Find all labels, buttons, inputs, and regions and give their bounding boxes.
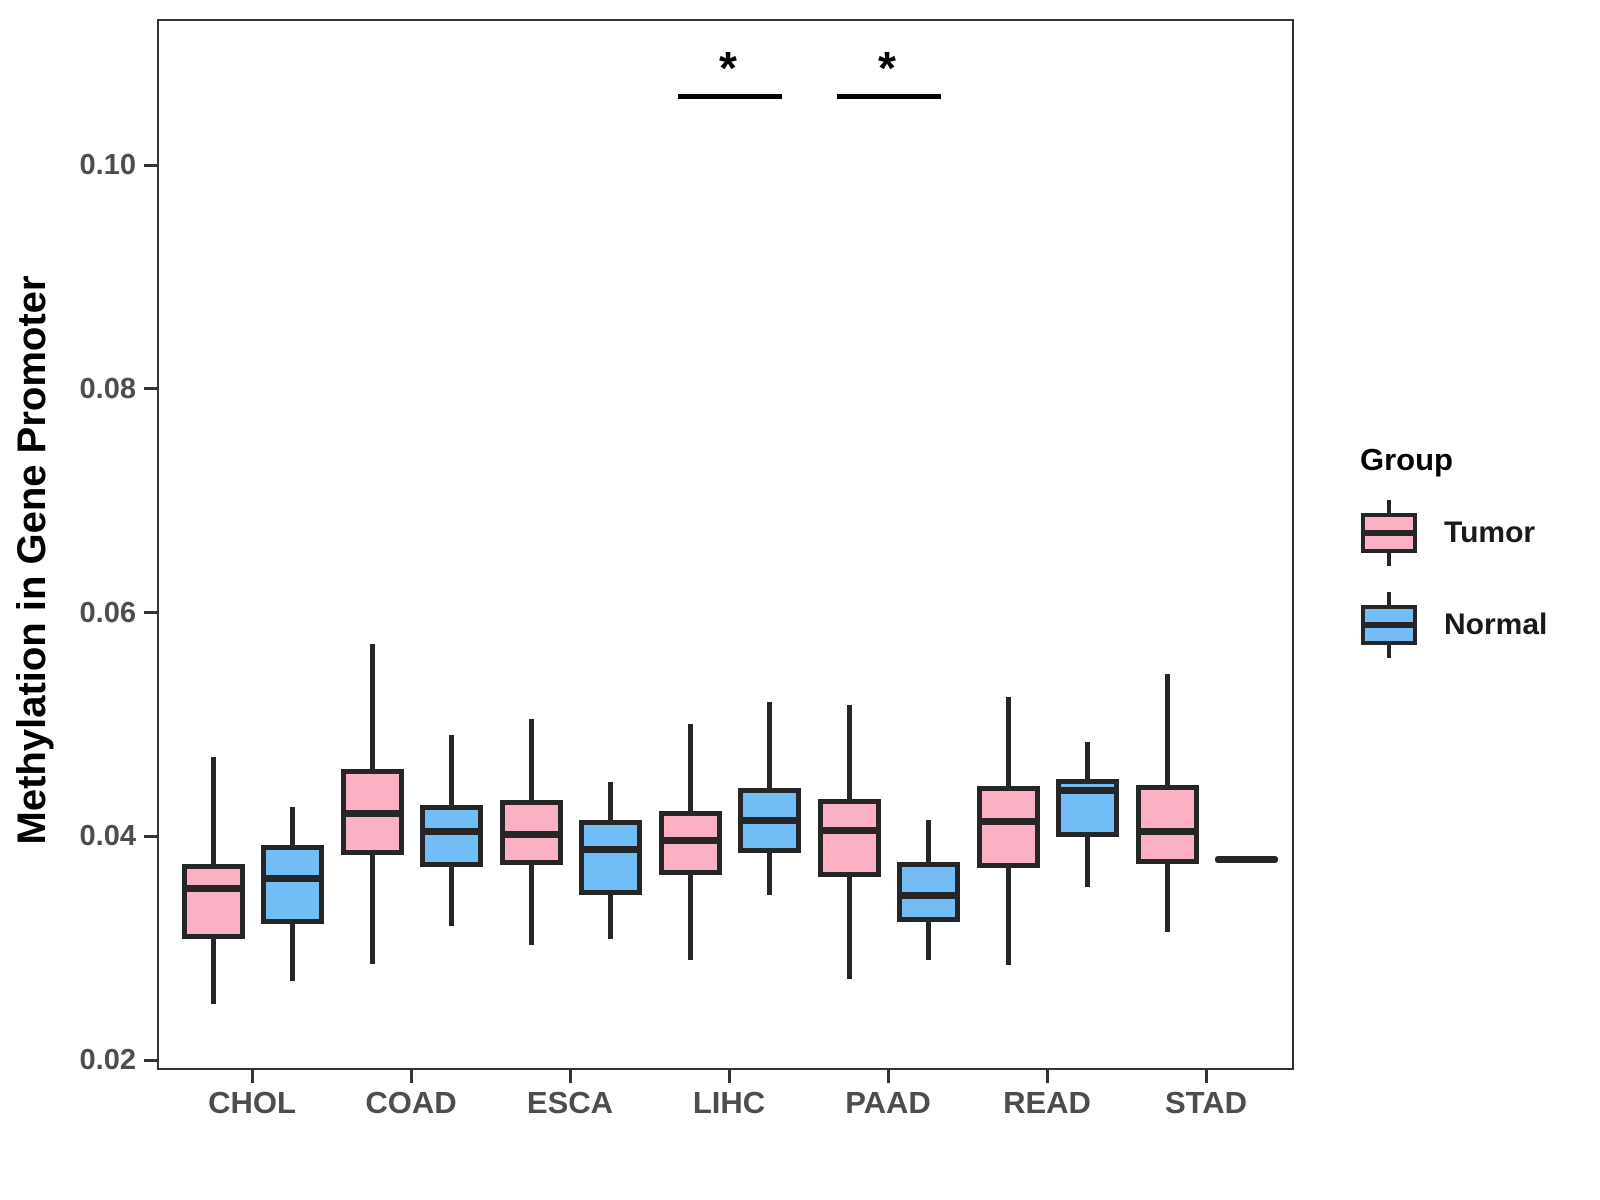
lower-whisker-LIHC-normal — [767, 852, 772, 896]
upper-whisker-CHOL-tumor — [211, 756, 216, 864]
x-tick-mark-READ — [1045, 1070, 1049, 1083]
median-CHOL-tumor — [182, 885, 245, 893]
upper-whisker-ESCA-normal — [608, 782, 613, 821]
legend-key-boxplot-icon-normal — [1360, 592, 1418, 658]
legend-label-tumor: Tumor — [1444, 516, 1536, 549]
legend-key-median — [1361, 622, 1417, 628]
lower-whisker-ESCA-normal — [608, 895, 613, 939]
median-ESCA-normal — [579, 845, 642, 853]
x-tick-label-PAAD: PAAD — [845, 1085, 931, 1120]
lower-whisker-COAD-normal — [449, 867, 454, 926]
y-tick-label-0.02: 0.02 — [79, 1044, 136, 1076]
upper-whisker-COAD-tumor — [370, 643, 375, 769]
upper-whisker-COAD-normal — [449, 735, 454, 805]
x-tick-mark-CHOL — [250, 1070, 254, 1083]
significance-star-PAAD: * — [878, 42, 896, 94]
legend-title: Group — [1360, 442, 1453, 477]
legend-label-normal: Normal — [1444, 608, 1548, 641]
y-tick-mark-0.02 — [144, 1058, 157, 1062]
median-COAD-tumor — [341, 810, 404, 818]
lower-whisker-READ-tumor — [1006, 868, 1011, 965]
significance-star-LIHC: * — [719, 42, 737, 94]
significance-bracket-PAAD — [837, 94, 941, 99]
lower-whisker-ESCA-tumor — [529, 865, 534, 945]
median-READ-tumor — [977, 817, 1040, 825]
y-tick-label-0.04: 0.04 — [79, 820, 136, 853]
legend: Group Tumor Normal — [1330, 442, 1590, 684]
significance-bracket-LIHC — [678, 94, 782, 99]
y-tick-mark-0.04 — [144, 834, 157, 838]
upper-whisker-READ-tumor — [1006, 697, 1011, 786]
x-tick-label-READ: READ — [1003, 1085, 1091, 1120]
y-tick-label-0.06: 0.06 — [79, 596, 136, 629]
median-ESCA-tumor — [500, 831, 563, 839]
y-tick-mark-0.06 — [144, 611, 157, 614]
upper-whisker-ESCA-tumor — [529, 718, 534, 801]
median-READ-normal — [1056, 786, 1119, 794]
median-COAD-normal — [420, 828, 483, 836]
box-COAD-normal — [420, 804, 483, 868]
lower-whisker-CHOL-normal — [290, 924, 295, 982]
x-tick-mark-ESCA — [568, 1070, 572, 1083]
y-tick-label-0.10: 0.10 — [79, 149, 136, 181]
x-tick-label-ESCA: ESCA — [526, 1085, 614, 1120]
legend-item-tumor: Tumor — [1330, 500, 1590, 566]
median-PAAD-tumor — [818, 826, 881, 834]
upper-whisker-PAAD-tumor — [847, 705, 852, 800]
median-CHOL-normal — [261, 875, 324, 883]
x-tick-mark-STAD — [1204, 1070, 1208, 1083]
lower-whisker-PAAD-normal — [926, 922, 931, 961]
median-LIHC-tumor — [659, 836, 722, 844]
upper-whisker-LIHC-normal — [767, 701, 772, 788]
x-tick-label-LIHC: LIHC — [692, 1085, 766, 1120]
upper-whisker-READ-normal — [1085, 742, 1090, 779]
upper-whisker-STAD-tumor — [1165, 673, 1170, 785]
y-tick-mark-0.08 — [144, 387, 157, 391]
y-tick-label-0.08: 0.08 — [79, 372, 136, 405]
legend-key-boxplot-icon-tumor — [1360, 500, 1418, 566]
box-READ-tumor — [977, 785, 1040, 869]
x-tick-mark-LIHC — [727, 1070, 731, 1083]
x-tick-mark-COAD — [409, 1070, 413, 1083]
lower-whisker-PAAD-tumor — [847, 877, 852, 980]
box-PAAD-tumor — [818, 799, 881, 878]
lower-whisker-READ-normal — [1085, 837, 1090, 888]
plot-panel: * * — [157, 19, 1294, 1070]
box-ESCA-normal — [579, 820, 642, 896]
median-STAD-tumor — [1136, 828, 1199, 836]
median-PAAD-normal — [897, 891, 960, 899]
x-tick-label-STAD: STAD — [1164, 1085, 1248, 1120]
x-tick-label-COAD: COAD — [365, 1085, 457, 1120]
upper-whisker-LIHC-tumor — [688, 724, 693, 812]
lower-whisker-CHOL-tumor — [211, 938, 216, 1004]
lower-whisker-COAD-tumor — [370, 855, 375, 964]
box-CHOL-normal — [261, 844, 324, 925]
legend-key-median — [1361, 530, 1417, 536]
lower-whisker-STAD-tumor — [1165, 863, 1170, 933]
x-tick-mark-PAAD — [886, 1070, 890, 1083]
y-axis-title: Methylation in Gene Promoter — [10, 275, 54, 845]
y-tick-mark-0.10 — [144, 163, 157, 167]
median-STAD-normal — [1215, 856, 1278, 863]
box-STAD-tumor — [1136, 784, 1199, 864]
upper-whisker-CHOL-normal — [290, 806, 295, 845]
median-LIHC-normal — [738, 816, 801, 824]
box-CHOL-tumor — [182, 863, 245, 939]
legend-item-normal: Normal — [1330, 592, 1590, 658]
x-tick-label-CHOL: CHOL — [208, 1085, 296, 1120]
upper-whisker-PAAD-normal — [926, 820, 931, 862]
lower-whisker-LIHC-tumor — [688, 875, 693, 961]
